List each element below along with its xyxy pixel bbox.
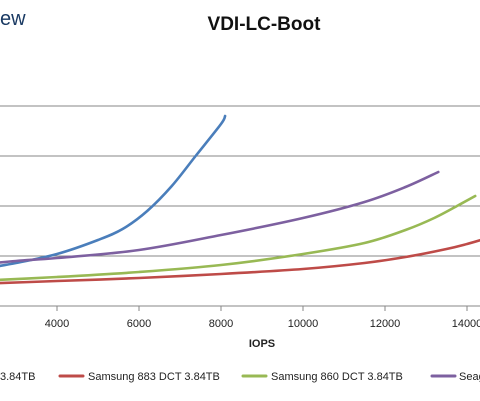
- legend-label-3: Samsung 860 DCT 3.84TB: [271, 371, 403, 383]
- x-tick-label: 4000: [45, 318, 69, 330]
- x-tick-label: 14000: [452, 318, 480, 330]
- x-axis-label: IOPS: [249, 338, 275, 350]
- brand-logo-text: ew: [0, 8, 26, 30]
- legend-label-2: Samsung 883 DCT 3.84TB: [88, 371, 220, 383]
- x-tick-label: 12000: [370, 318, 401, 330]
- legend-label-4: Seag: [459, 371, 480, 383]
- x-tick-label: 10000: [288, 318, 319, 330]
- x-tick-label: 8000: [209, 318, 233, 330]
- chart-title: VDI-LC-Boot: [207, 14, 321, 35]
- series-line-samsung-883-dct-3-84tb: [0, 238, 480, 285]
- series-line-seag: [0, 170, 440, 264]
- series-line-samsung-860-dct-3-84tb: [0, 194, 477, 282]
- legend-label-1: 3.84TB: [0, 371, 35, 383]
- series-line-3-84tb: [0, 114, 227, 268]
- x-tick-label: 6000: [127, 318, 151, 330]
